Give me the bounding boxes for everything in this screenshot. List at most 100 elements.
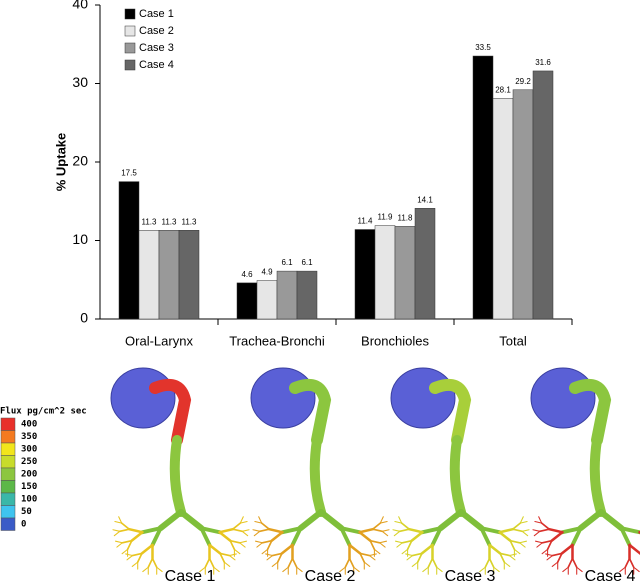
airway-branch [546, 539, 553, 551]
airway-branch [628, 543, 640, 555]
airway-branch [511, 528, 524, 533]
airway-branch [199, 526, 222, 535]
value-label: 6.1 [281, 258, 293, 267]
airway-branch [136, 552, 143, 563]
airway-model [110, 367, 250, 575]
bar [492, 98, 514, 320]
airway-model [530, 367, 640, 575]
airway-branch [509, 539, 521, 544]
airway-branch [628, 557, 635, 569]
bar [414, 208, 436, 320]
airway-branch [437, 509, 464, 532]
airway-branch [229, 553, 237, 557]
x-tick-label: Bronchioles [361, 333, 429, 348]
airway-branch [533, 530, 541, 537]
airway-branch [271, 552, 283, 557]
airway-branch [381, 529, 390, 532]
airway-branch [546, 554, 553, 561]
airway-branch [339, 566, 346, 573]
airway-branch [488, 543, 502, 555]
airway-branch [571, 557, 578, 569]
airway-head [250, 367, 316, 429]
y-tick-label: 30 [72, 74, 88, 90]
airway-branch [260, 522, 271, 531]
airway-branch [369, 539, 376, 551]
airway-branch [416, 552, 423, 563]
airway-branch [229, 539, 241, 544]
airway-branch [140, 543, 154, 555]
colorbar-swatch [0, 417, 16, 431]
airway-branch [551, 552, 563, 557]
airway-branch [131, 561, 139, 568]
airway-branch [150, 526, 163, 547]
airway-branch [398, 528, 411, 533]
airway-branch [538, 528, 551, 533]
airway-branch [239, 540, 247, 544]
bar [296, 270, 318, 320]
airway-branch [545, 553, 553, 557]
airway-branch [420, 543, 434, 555]
colorbar-label: 300 [21, 445, 37, 455]
airway-branch [598, 509, 625, 532]
airway-branch [513, 548, 521, 555]
value-label: 33.5 [475, 43, 491, 52]
value-label: 11.9 [378, 213, 394, 222]
colorbar-label: 250 [21, 457, 37, 467]
airway-branch [358, 530, 372, 542]
airway-branch [509, 539, 516, 551]
value-label: 14.1 [417, 195, 433, 204]
airway-branch [619, 566, 626, 573]
airway-trachea [309, 435, 326, 517]
airway-branch [570, 526, 583, 547]
airway-branch [255, 540, 263, 544]
airway-branch [373, 548, 381, 555]
airway-branch [541, 548, 549, 555]
airway-branch [218, 530, 232, 542]
airway-branch [538, 516, 543, 524]
value-label: 11.8 [398, 213, 414, 222]
airway-branch [126, 554, 133, 561]
airway-branch [556, 552, 563, 563]
airway-branch [499, 552, 506, 563]
airway-branch [199, 526, 212, 547]
airway-branch [547, 527, 564, 534]
airway-branch [371, 528, 384, 533]
airway-branch [535, 540, 543, 544]
airway-branch [199, 566, 206, 573]
airway-branch [266, 554, 273, 561]
airway-branch [208, 557, 215, 569]
case-label: Case 4 [585, 568, 636, 585]
airway-branch [619, 526, 640, 535]
airway-branch [130, 530, 144, 542]
airway-branch [519, 516, 524, 524]
airway-branch [213, 566, 220, 573]
bar [374, 225, 396, 320]
airway-branch [140, 526, 163, 535]
airway-branch [112, 529, 121, 532]
value-label: 17.5 [121, 169, 137, 178]
airway-branch [241, 529, 250, 532]
airway-branch [239, 542, 246, 548]
value-label: 11.4 [358, 217, 374, 226]
airway-branch [499, 552, 511, 557]
bar [512, 89, 534, 320]
airway-model [250, 367, 390, 575]
airway-branch [498, 530, 512, 542]
airway-branch [339, 526, 352, 547]
airway-branch [633, 566, 640, 573]
airway-branch [498, 527, 515, 534]
airway-branch [619, 526, 632, 547]
bar [236, 282, 258, 320]
colorbar-label: 100 [21, 495, 37, 505]
airway-throat [149, 379, 192, 446]
airway-branch [258, 528, 271, 533]
airway-branch [393, 530, 401, 537]
airway-branch [541, 539, 553, 544]
bar [472, 55, 494, 320]
airway-branch [551, 561, 559, 568]
y-tick-label: 40 [72, 0, 88, 12]
airway-branch [479, 566, 486, 573]
airway-branch [406, 539, 413, 551]
airway-branch [379, 516, 384, 524]
